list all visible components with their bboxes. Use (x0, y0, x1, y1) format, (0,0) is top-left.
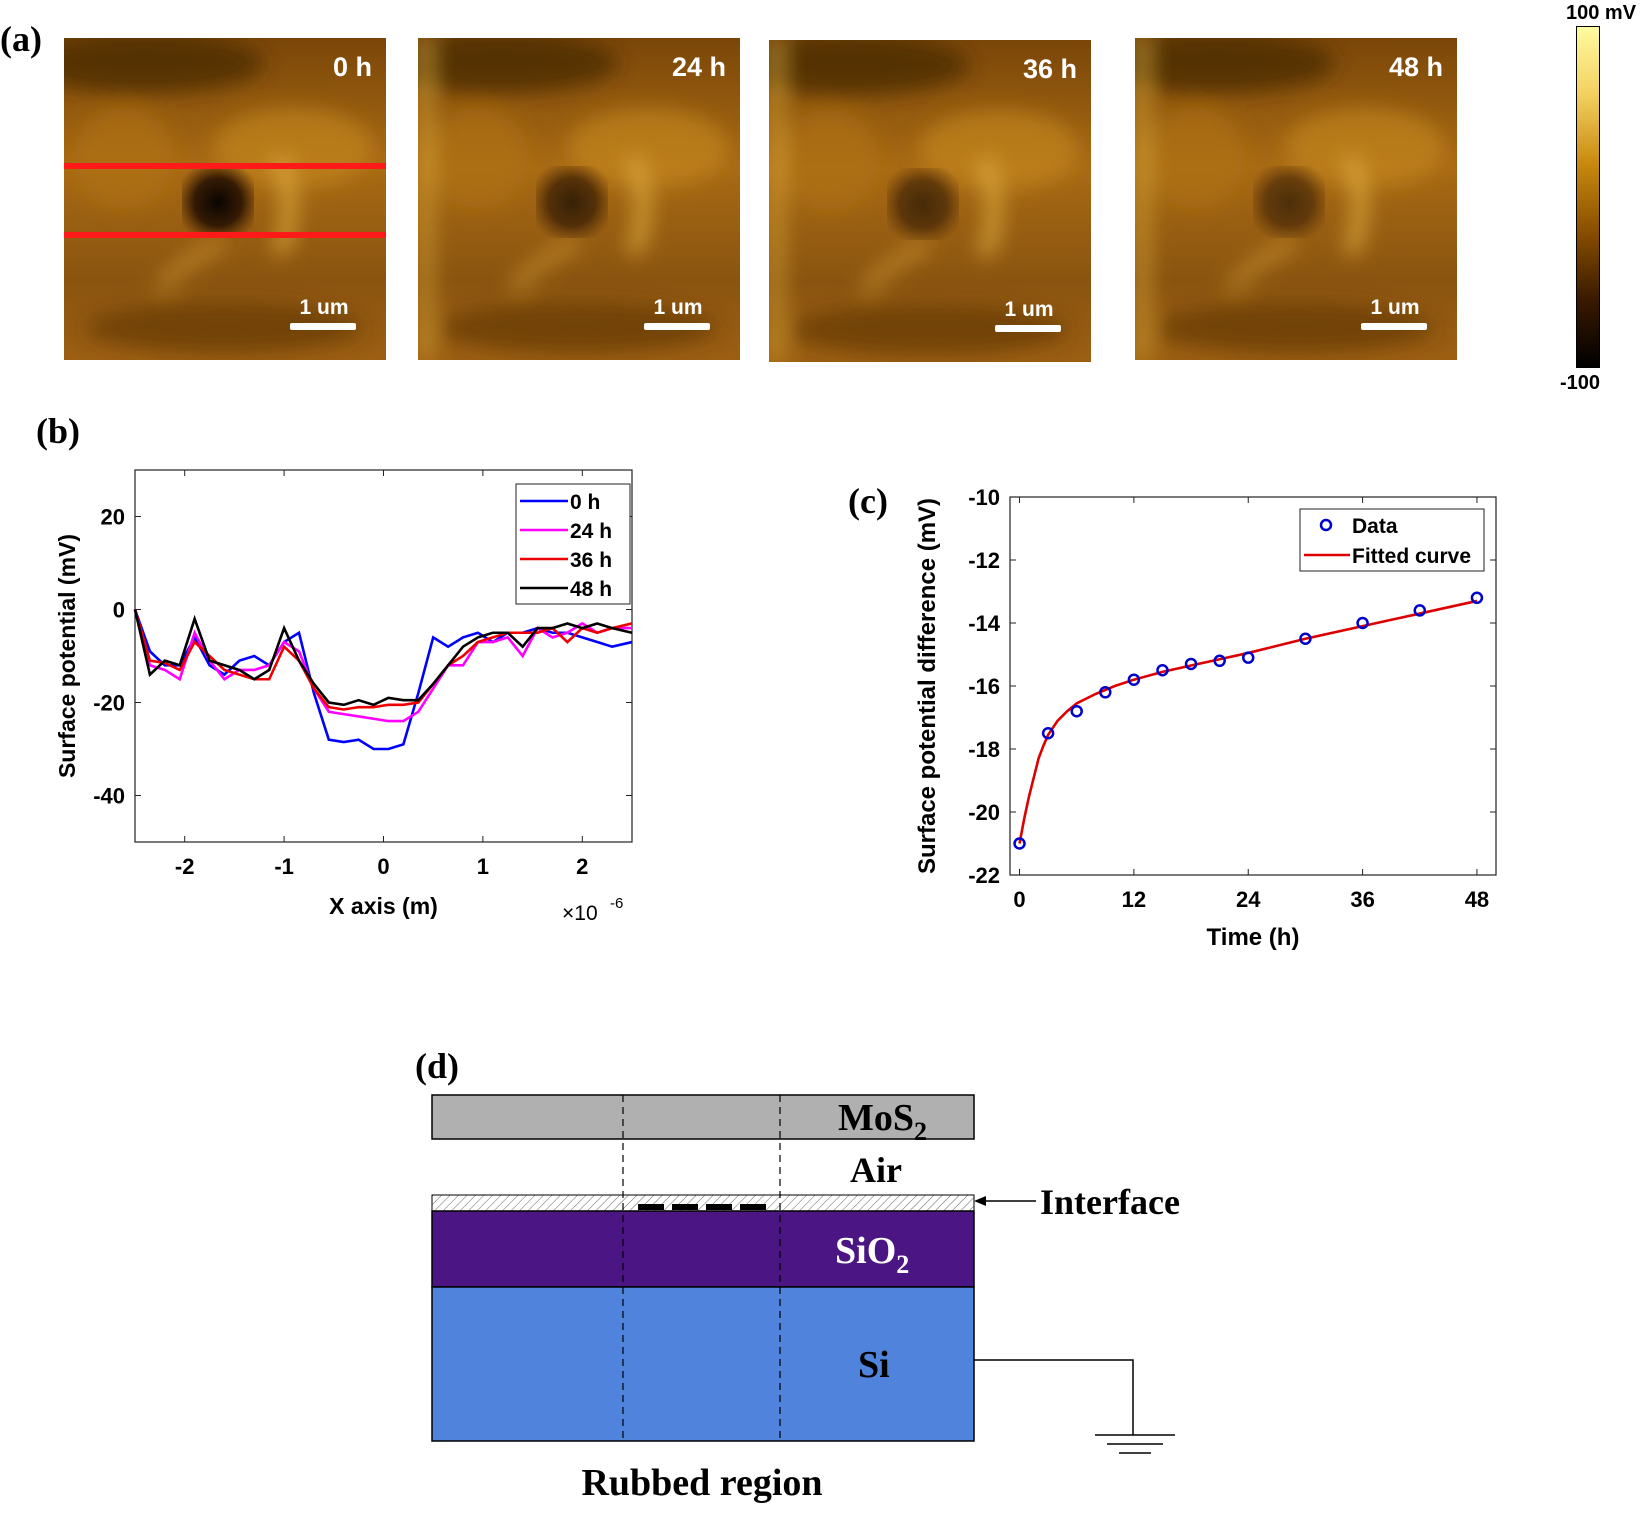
x-tick-label-b: 0 (377, 854, 389, 879)
data-point (1299, 632, 1312, 645)
y-tick-label-b: -40 (93, 784, 125, 809)
y-tick-label-c: -12 (968, 548, 1000, 573)
chart-c-potential-difference: 0 12 24 36 48 -10 -12 -14 -16 -18 -20 -22 Data Fitted… (914, 485, 1497, 951)
x-axis-label-b: X axis (m) (329, 893, 438, 919)
x-tick-label-b: -2 (175, 854, 195, 879)
x-exponent-b: ×10 (562, 902, 598, 925)
colorbar-gradient (1577, 27, 1599, 367)
rubbed-region-label: Rubbed region (581, 1462, 822, 1504)
scale-bar (995, 325, 1061, 332)
profile-line-bottom (64, 232, 386, 238)
y-tick-label-c: -18 (968, 737, 1000, 762)
scale-bar (1361, 323, 1427, 330)
series-line-48h (133, 609, 633, 707)
panel-label-b: (b) (36, 411, 80, 451)
x-tick-label-b: 1 (477, 854, 489, 879)
kpfm-time-label: 36 h (1022, 54, 1077, 84)
colorbar (1576, 26, 1600, 368)
kpfm-time-label: 0 h (332, 52, 372, 82)
kpfm-image: 24 h 1 um (418, 38, 740, 360)
data-point (1213, 654, 1226, 668)
x-exponent-power-b: -6 (610, 895, 623, 912)
data-point (1156, 664, 1169, 677)
air-label: Air (850, 1150, 902, 1190)
interface-arrowhead-icon (974, 1196, 986, 1206)
data-point (1041, 727, 1055, 740)
data-point (1127, 673, 1141, 686)
legend-label-b: 48 h (570, 578, 612, 601)
y-axis-label-b: Surface potential (mV) (54, 534, 80, 778)
si-label: Si (858, 1344, 890, 1386)
x-tick-label-c: 48 (1465, 887, 1489, 912)
colorbar-min-label: -100 (1560, 372, 1601, 394)
chart-b-surface-potential: -2 -1 0 1 2 20 0 -20 -40 0 h 24 h 36 h 48 h X axis (m… (54, 469, 633, 925)
sio2-layer (431, 1210, 975, 1288)
y-axis-label-c: Surface potential difference (mV) (914, 498, 941, 874)
scale-bar (290, 323, 356, 330)
scale-bar (644, 323, 710, 330)
device-schematic: MoS2 Air SiO2 Si Interface Rubbed region (431, 1094, 1180, 1504)
interface-layer (431, 1194, 975, 1212)
interface-label: Interface (1040, 1182, 1180, 1222)
fitted-curve-line (1018, 599, 1478, 844)
scale-bar-label: 1 um (1004, 298, 1054, 321)
scale-bar-label: 1 um (299, 296, 349, 319)
y-tick-label-b: 20 (101, 505, 125, 530)
kpfm-image: 48 h 1 um (1135, 38, 1457, 360)
mos2-layer (431, 1094, 975, 1140)
data-point (1099, 686, 1112, 699)
ground-wire (974, 1359, 1134, 1435)
x-tick-label-c: 36 (1350, 887, 1374, 912)
y-tick-label-b: 0 (113, 598, 125, 623)
x-tick-label-b: -1 (274, 854, 294, 879)
data-point (1356, 616, 1369, 630)
data-point (1470, 591, 1484, 605)
x-axis-label-c: Time (h) (1207, 924, 1300, 951)
data-point (1241, 651, 1255, 664)
data-point (1070, 704, 1083, 718)
legend-label-b: 36 h (570, 549, 612, 572)
y-tick-label-c: -16 (968, 674, 1000, 699)
x-tick-label-b: 2 (576, 854, 588, 879)
legend-b (515, 483, 631, 605)
data-point (1413, 604, 1427, 617)
legend-label-fit: Fitted curve (1352, 545, 1471, 568)
profile-line-top (64, 163, 386, 169)
mos2-label: MoS2 (838, 1097, 927, 1146)
panel-label-d: (d) (415, 1046, 459, 1086)
y-tick-label-c: -20 (968, 800, 1000, 825)
scale-bar-label: 1 um (1370, 296, 1420, 319)
legend-label-data: Data (1352, 515, 1398, 538)
si-layer (431, 1286, 975, 1442)
ground-icon (1095, 1434, 1175, 1454)
colorbar-max-label: 100 mV (1566, 2, 1637, 24)
kpfm-image: 0 h 1 um (64, 38, 386, 360)
kpfm-time-label: 48 h (1388, 52, 1443, 82)
series-line-24h (133, 609, 632, 723)
scale-bar-label: 1 um (653, 296, 703, 319)
panel-label-a: (a) (0, 19, 42, 59)
kpfm-time-label: 24 h (671, 52, 726, 82)
sio2-label: SiO2 (835, 1230, 909, 1279)
x-tick-label-c: 0 (1013, 887, 1025, 912)
legend-label-b: 0 h (570, 491, 600, 514)
kpfm-image: 36 h 1 um (769, 40, 1091, 362)
panel-label-c: (c) (848, 481, 888, 521)
x-tick-label-c: 24 (1236, 887, 1261, 912)
data-point (1013, 837, 1026, 850)
y-tick-label-c: -10 (968, 485, 1000, 510)
legend-c (1299, 508, 1485, 572)
data-point (1184, 657, 1198, 671)
trapped-charge-dashes (638, 1204, 766, 1210)
y-tick-label-c: -14 (968, 611, 1001, 636)
y-tick-label-c: -22 (968, 863, 1000, 888)
x-tick-label-c: 12 (1122, 887, 1146, 912)
y-tick-label-b: -20 (93, 691, 125, 716)
legend-label-b: 24 h (570, 520, 612, 543)
legend-swatch-data (1319, 518, 1333, 532)
